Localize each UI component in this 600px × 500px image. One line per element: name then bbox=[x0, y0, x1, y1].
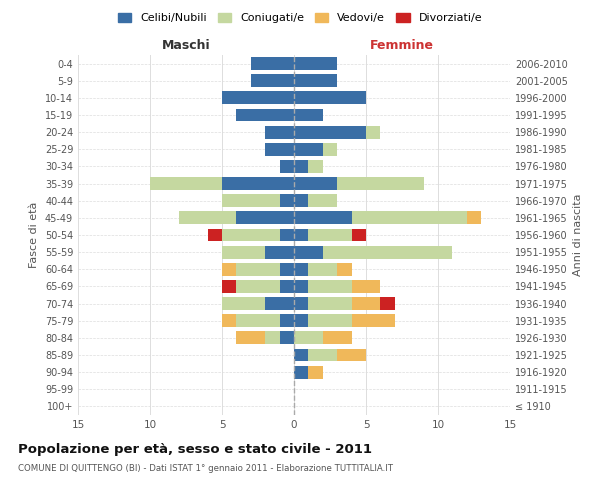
Bar bbox=[352, 297, 380, 310]
Bar bbox=[294, 297, 308, 310]
Bar bbox=[352, 212, 467, 224]
Bar bbox=[294, 126, 366, 138]
Bar bbox=[352, 314, 395, 327]
Bar bbox=[280, 314, 294, 327]
Bar bbox=[294, 332, 323, 344]
Bar bbox=[323, 246, 452, 258]
Bar bbox=[222, 92, 294, 104]
Bar bbox=[236, 280, 280, 293]
Bar bbox=[222, 194, 280, 207]
Bar bbox=[251, 74, 294, 87]
Bar bbox=[337, 263, 352, 276]
Bar bbox=[280, 194, 294, 207]
Bar bbox=[222, 314, 236, 327]
Bar bbox=[352, 228, 366, 241]
Bar bbox=[308, 160, 323, 173]
Bar bbox=[251, 57, 294, 70]
Bar bbox=[222, 177, 294, 190]
Bar bbox=[265, 143, 294, 156]
Bar bbox=[308, 228, 352, 241]
Bar bbox=[308, 194, 337, 207]
Bar bbox=[294, 160, 308, 173]
Bar bbox=[294, 92, 366, 104]
Bar bbox=[337, 348, 366, 362]
Bar bbox=[150, 177, 222, 190]
Bar bbox=[294, 366, 308, 378]
Bar bbox=[280, 263, 294, 276]
Bar bbox=[352, 280, 380, 293]
Bar bbox=[380, 297, 395, 310]
Bar bbox=[308, 280, 352, 293]
Bar bbox=[294, 314, 308, 327]
Bar bbox=[337, 177, 424, 190]
Y-axis label: Anni di nascita: Anni di nascita bbox=[573, 194, 583, 276]
Bar bbox=[265, 126, 294, 138]
Bar bbox=[294, 74, 337, 87]
Bar bbox=[308, 366, 323, 378]
Bar bbox=[265, 332, 280, 344]
Bar bbox=[222, 297, 265, 310]
Bar bbox=[280, 228, 294, 241]
Bar bbox=[294, 143, 323, 156]
Bar bbox=[222, 246, 265, 258]
Bar bbox=[280, 160, 294, 173]
Bar bbox=[222, 280, 236, 293]
Bar bbox=[179, 212, 236, 224]
Bar bbox=[222, 263, 236, 276]
Bar bbox=[236, 108, 294, 122]
Text: COMUNE DI QUITTENGO (BI) - Dati ISTAT 1° gennaio 2011 - Elaborazione TUTTITALIA.: COMUNE DI QUITTENGO (BI) - Dati ISTAT 1°… bbox=[18, 464, 393, 473]
Y-axis label: Fasce di età: Fasce di età bbox=[29, 202, 39, 268]
Bar bbox=[294, 194, 308, 207]
Bar bbox=[294, 177, 337, 190]
Bar bbox=[308, 348, 337, 362]
Bar bbox=[222, 228, 280, 241]
Text: Popolazione per età, sesso e stato civile - 2011: Popolazione per età, sesso e stato civil… bbox=[18, 442, 372, 456]
Bar bbox=[294, 212, 352, 224]
Bar bbox=[236, 212, 294, 224]
Bar bbox=[366, 126, 380, 138]
Bar bbox=[236, 332, 265, 344]
Text: Femmine: Femmine bbox=[370, 38, 434, 52]
Bar bbox=[294, 246, 323, 258]
Bar bbox=[236, 314, 280, 327]
Bar bbox=[323, 143, 337, 156]
Bar bbox=[308, 314, 352, 327]
Bar bbox=[294, 348, 308, 362]
Legend: Celibi/Nubili, Coniugati/e, Vedovi/e, Divorziati/e: Celibi/Nubili, Coniugati/e, Vedovi/e, Di… bbox=[113, 8, 487, 28]
Text: Maschi: Maschi bbox=[161, 38, 211, 52]
Bar bbox=[294, 280, 308, 293]
Bar bbox=[236, 263, 280, 276]
Bar bbox=[280, 280, 294, 293]
Bar bbox=[208, 228, 222, 241]
Bar bbox=[308, 263, 337, 276]
Bar bbox=[294, 263, 308, 276]
Bar bbox=[294, 228, 308, 241]
Bar bbox=[467, 212, 481, 224]
Bar bbox=[294, 108, 323, 122]
Bar bbox=[323, 332, 352, 344]
Bar bbox=[294, 57, 337, 70]
Bar bbox=[265, 246, 294, 258]
Bar bbox=[265, 297, 294, 310]
Bar bbox=[308, 297, 352, 310]
Bar bbox=[280, 332, 294, 344]
